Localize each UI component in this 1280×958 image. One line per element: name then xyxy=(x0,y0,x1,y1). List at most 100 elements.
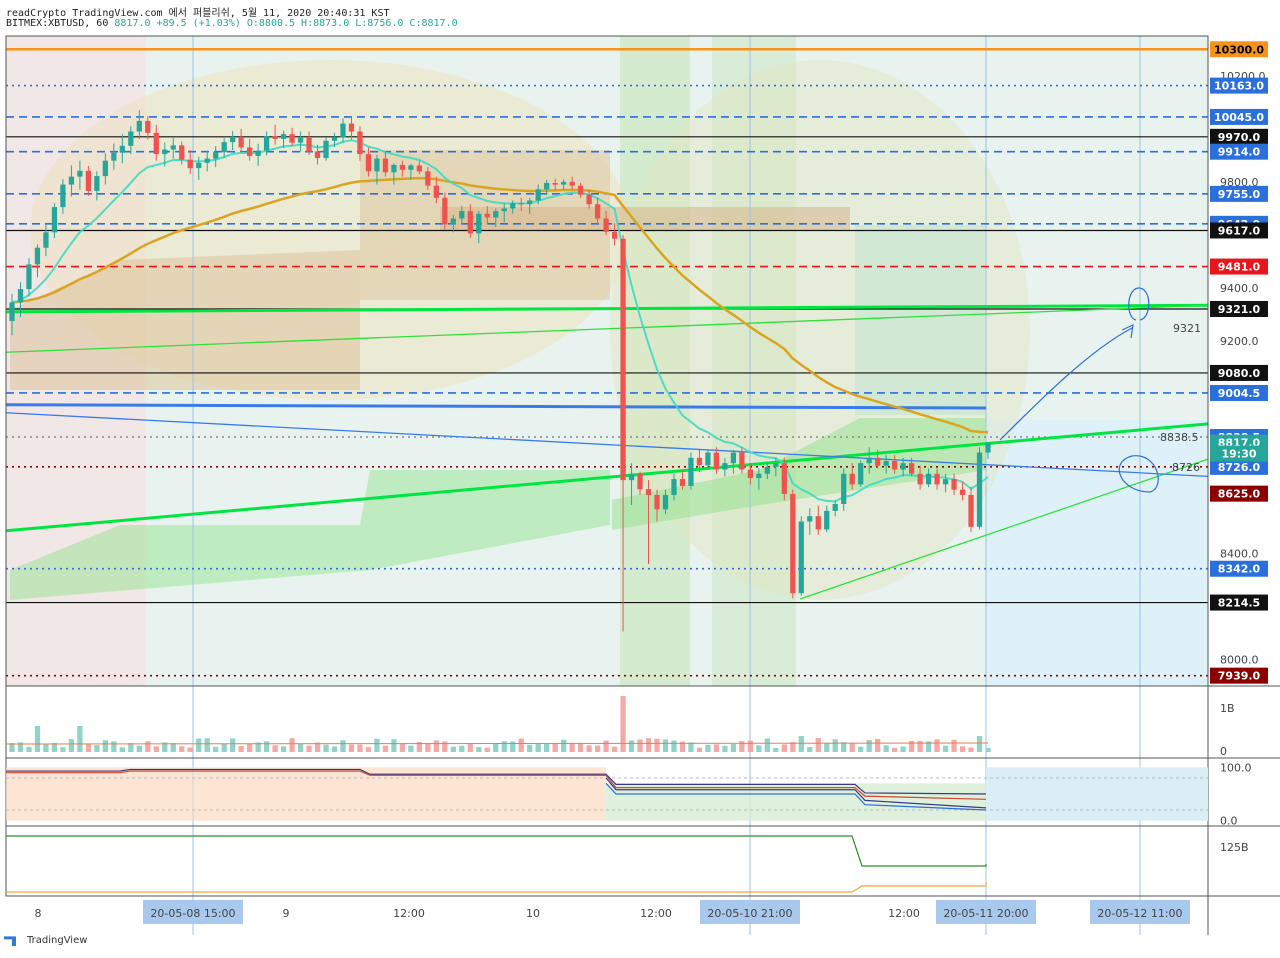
volume-bar xyxy=(382,745,389,752)
candle-body xyxy=(365,154,372,172)
volume-bar xyxy=(357,744,363,752)
price-tag: 10163.0 xyxy=(1214,80,1264,93)
price-tag-bg xyxy=(1210,108,1268,125)
volume-bar xyxy=(662,739,669,752)
volume-bar xyxy=(611,746,618,752)
candle-body xyxy=(900,463,906,470)
candle-body xyxy=(815,516,821,530)
last-price: 8817.0 xyxy=(114,18,151,29)
volume-bar xyxy=(425,743,431,752)
candle-body xyxy=(501,208,507,212)
time-axis-tick: 12:00 xyxy=(888,907,920,920)
volume-bar xyxy=(238,746,244,752)
volume-bar xyxy=(306,745,312,752)
volume-bar xyxy=(136,745,142,752)
time-axis-tick: 8 xyxy=(35,907,42,920)
candle-body xyxy=(942,479,949,485)
candle-body xyxy=(985,442,991,453)
candle-body xyxy=(866,457,872,464)
price-tag-bg xyxy=(1210,594,1268,611)
volume-bar xyxy=(875,739,881,752)
candle-body xyxy=(535,189,541,201)
price-axis-tick: 9800.0 xyxy=(1220,176,1259,189)
candle-body xyxy=(399,164,406,170)
volume-bar xyxy=(603,740,609,752)
candle-body xyxy=(908,463,915,474)
candle-body xyxy=(858,463,864,485)
price-tag-bg xyxy=(1210,667,1268,684)
volume-bar xyxy=(272,745,278,752)
volume-bar xyxy=(866,740,872,752)
volume-bar xyxy=(730,744,737,752)
candle-body xyxy=(510,203,516,209)
candle-body xyxy=(433,185,439,198)
volume-bar xyxy=(501,741,507,752)
candle-body xyxy=(968,494,974,527)
candle-body xyxy=(790,493,796,594)
candle-body xyxy=(756,473,762,478)
price-axis-tick: 9400.0 xyxy=(1220,282,1259,295)
volume-bar xyxy=(263,741,270,752)
price-tag-extra: 19:30 xyxy=(1221,448,1256,461)
volume-bar xyxy=(781,744,787,752)
volume-bar xyxy=(68,739,75,752)
volume-bar xyxy=(170,743,176,752)
candle-body xyxy=(340,123,346,138)
candle-body xyxy=(382,158,389,173)
candle-body xyxy=(671,479,677,495)
candle-body xyxy=(9,302,15,321)
volume-bar xyxy=(858,746,864,752)
volume-bar xyxy=(790,742,796,752)
volume-bar xyxy=(577,743,584,752)
candle-body xyxy=(467,211,473,234)
candle-body xyxy=(747,469,753,478)
trendline-blue-thick xyxy=(5,403,987,410)
volume-bar xyxy=(654,738,660,752)
candle-body xyxy=(875,457,881,466)
candle-body xyxy=(128,131,134,146)
chart-frame xyxy=(5,35,1209,897)
volume-bar xyxy=(739,741,745,752)
price-tag-extra-bg xyxy=(1210,485,1268,502)
price-tag: 8214.5 xyxy=(1218,597,1260,610)
candle-body xyxy=(408,165,414,170)
volume-bar xyxy=(204,738,210,752)
volume-bar xyxy=(331,746,338,752)
candle-body xyxy=(713,452,720,470)
candle-body xyxy=(60,184,66,208)
candle-body xyxy=(883,461,889,466)
candle-body xyxy=(569,181,575,186)
volume-bar xyxy=(484,747,490,752)
candle-body xyxy=(934,473,940,485)
candle-body xyxy=(280,134,287,139)
price-tag: 8726.0 xyxy=(1218,461,1261,474)
candle-body xyxy=(77,170,83,177)
volume-bar xyxy=(544,743,550,752)
candle-body xyxy=(696,457,703,466)
volume-bar xyxy=(391,739,397,752)
time-axis-highlight xyxy=(936,900,1036,924)
volume-bar xyxy=(798,736,804,752)
volume-bar xyxy=(348,744,355,752)
candle-body xyxy=(391,164,397,173)
time-axis-tick: 20-05-11 20:00 xyxy=(943,907,1028,920)
annotation-8838: 8838.5 xyxy=(1160,431,1199,444)
price-tag: 9617.0 xyxy=(1218,224,1261,237)
volume-bar xyxy=(476,747,482,752)
volume-bar xyxy=(26,746,32,752)
candle-body xyxy=(705,452,711,466)
candle-body xyxy=(577,185,584,195)
volume-bar xyxy=(637,739,643,752)
candle-body xyxy=(145,120,151,133)
volume-bar xyxy=(628,740,635,752)
indicator-line-green xyxy=(6,835,987,867)
volume-bar xyxy=(43,743,49,752)
price-tag-extra: 8625.0 xyxy=(1218,488,1261,501)
candle-body xyxy=(204,158,210,163)
price-tag: 9080.0 xyxy=(1218,367,1261,380)
volume-bar xyxy=(764,738,770,752)
price-tag-bg xyxy=(1210,560,1268,577)
candle-body xyxy=(459,211,465,219)
osc-line-1 xyxy=(6,768,987,795)
